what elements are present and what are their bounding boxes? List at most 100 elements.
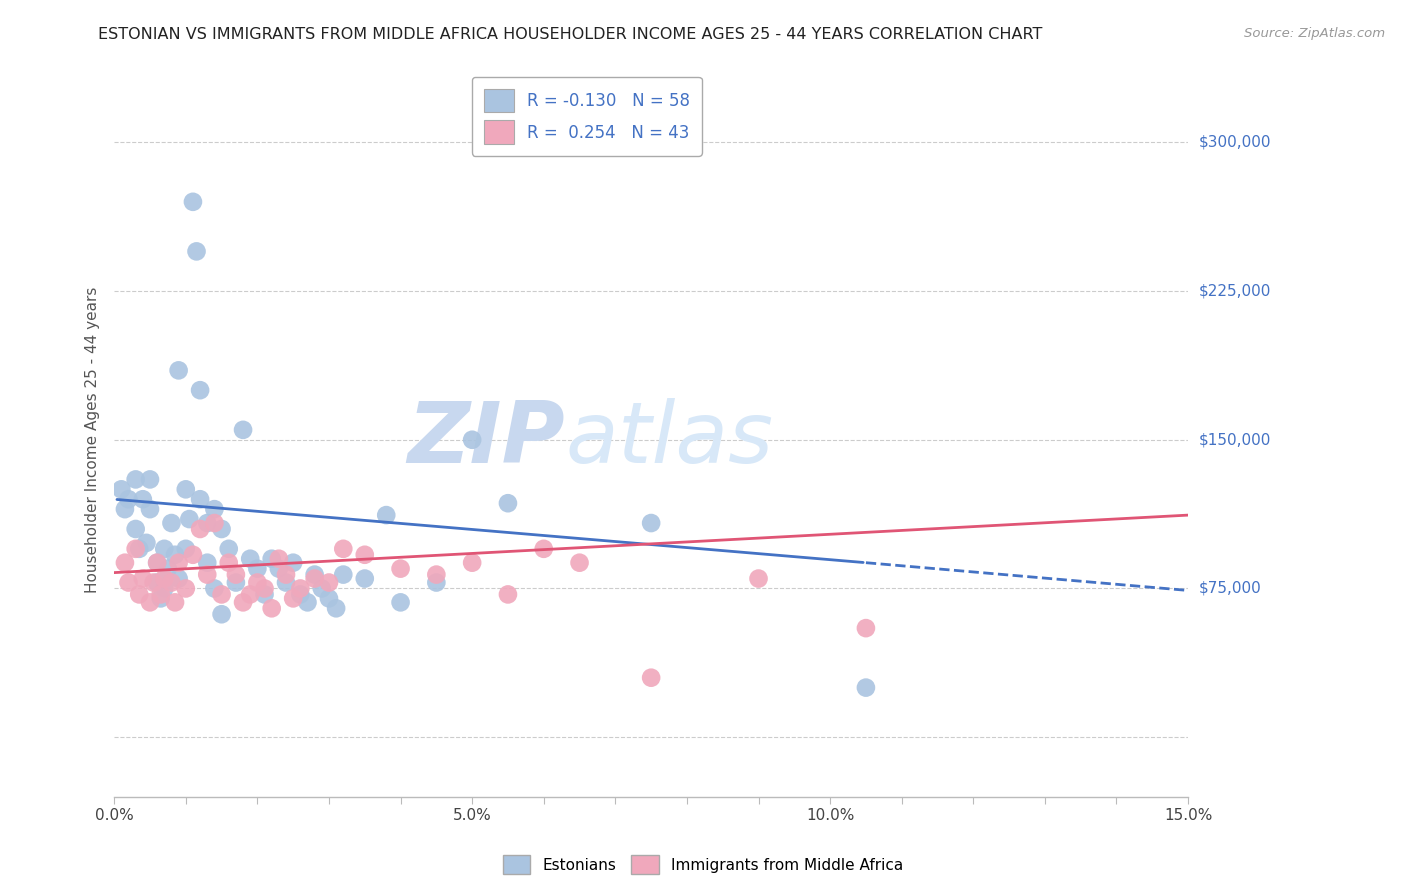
Point — [290, 587, 312, 601]
Point — [253, 587, 276, 601]
Point — [389, 561, 412, 575]
Point — [117, 575, 139, 590]
Point — [274, 567, 297, 582]
Point — [218, 556, 240, 570]
Point — [533, 541, 555, 556]
Point — [174, 483, 197, 497]
Point — [461, 556, 484, 570]
Point — [160, 575, 183, 590]
Point — [124, 522, 146, 536]
Point — [353, 548, 375, 562]
Point — [260, 551, 283, 566]
Point — [174, 582, 197, 596]
Point — [239, 587, 262, 601]
Point — [146, 575, 169, 590]
Point — [139, 502, 162, 516]
Point — [267, 561, 290, 575]
Point — [325, 601, 347, 615]
Point — [332, 567, 354, 582]
Point — [163, 595, 186, 609]
Point — [117, 492, 139, 507]
Text: Source: ZipAtlas.com: Source: ZipAtlas.com — [1244, 27, 1385, 40]
Point — [239, 551, 262, 566]
Point — [124, 472, 146, 486]
Point — [153, 582, 176, 596]
Text: $75,000: $75,000 — [1199, 581, 1261, 596]
Point — [496, 496, 519, 510]
Point — [195, 567, 218, 582]
Text: ESTONIAN VS IMMIGRANTS FROM MIDDLE AFRICA HOUSEHOLDER INCOME AGES 25 - 44 YEARS : ESTONIAN VS IMMIGRANTS FROM MIDDLE AFRIC… — [98, 27, 1043, 42]
Point — [149, 587, 172, 601]
Point — [318, 591, 340, 606]
Point — [188, 522, 211, 536]
Point — [425, 567, 447, 582]
Point — [204, 582, 226, 596]
Text: $150,000: $150,000 — [1199, 433, 1271, 447]
Legend: Estonians, Immigrants from Middle Africa: Estonians, Immigrants from Middle Africa — [496, 849, 910, 880]
Point — [188, 383, 211, 397]
Point — [283, 591, 305, 606]
Point — [181, 194, 204, 209]
Point — [114, 502, 136, 516]
Point — [211, 522, 233, 536]
Point — [211, 607, 233, 622]
Point — [149, 591, 172, 606]
Point — [211, 587, 233, 601]
Point — [128, 587, 150, 601]
Point — [160, 516, 183, 530]
Point — [124, 541, 146, 556]
Point — [253, 582, 276, 596]
Point — [167, 556, 190, 570]
Point — [747, 572, 769, 586]
Y-axis label: Householder Income Ages 25 - 44 years: Householder Income Ages 25 - 44 years — [86, 286, 100, 593]
Point — [297, 595, 319, 609]
Point — [855, 681, 877, 695]
Point — [167, 572, 190, 586]
Point — [318, 575, 340, 590]
Point — [311, 582, 333, 596]
Point — [167, 363, 190, 377]
Point — [375, 508, 398, 522]
Point — [153, 572, 176, 586]
Point — [139, 595, 162, 609]
Point — [225, 567, 247, 582]
Point — [146, 556, 169, 570]
Point — [260, 601, 283, 615]
Text: atlas: atlas — [565, 398, 773, 482]
Point — [304, 572, 326, 586]
Point — [232, 423, 254, 437]
Point — [156, 561, 179, 575]
Point — [304, 567, 326, 582]
Point — [461, 433, 484, 447]
Point — [246, 561, 269, 575]
Point — [290, 582, 312, 596]
Point — [132, 572, 155, 586]
Point — [267, 551, 290, 566]
Point — [179, 512, 201, 526]
Point — [246, 575, 269, 590]
Point — [146, 556, 169, 570]
Point — [153, 541, 176, 556]
Point — [332, 541, 354, 556]
Text: $300,000: $300,000 — [1199, 135, 1271, 150]
Point — [186, 244, 208, 259]
Point — [218, 541, 240, 556]
Point — [568, 556, 591, 570]
Point — [110, 483, 132, 497]
Point — [283, 556, 305, 570]
Point — [204, 502, 226, 516]
Point — [195, 516, 218, 530]
Point — [132, 492, 155, 507]
Point — [139, 472, 162, 486]
Text: $225,000: $225,000 — [1199, 284, 1271, 299]
Point — [204, 516, 226, 530]
Point — [855, 621, 877, 635]
Point — [225, 575, 247, 590]
Point — [135, 536, 157, 550]
Point — [640, 671, 662, 685]
Text: ZIP: ZIP — [408, 398, 565, 482]
Point — [232, 595, 254, 609]
Point — [195, 556, 218, 570]
Point — [163, 548, 186, 562]
Legend: R = -0.130   N = 58, R =  0.254   N = 43: R = -0.130 N = 58, R = 0.254 N = 43 — [472, 77, 702, 156]
